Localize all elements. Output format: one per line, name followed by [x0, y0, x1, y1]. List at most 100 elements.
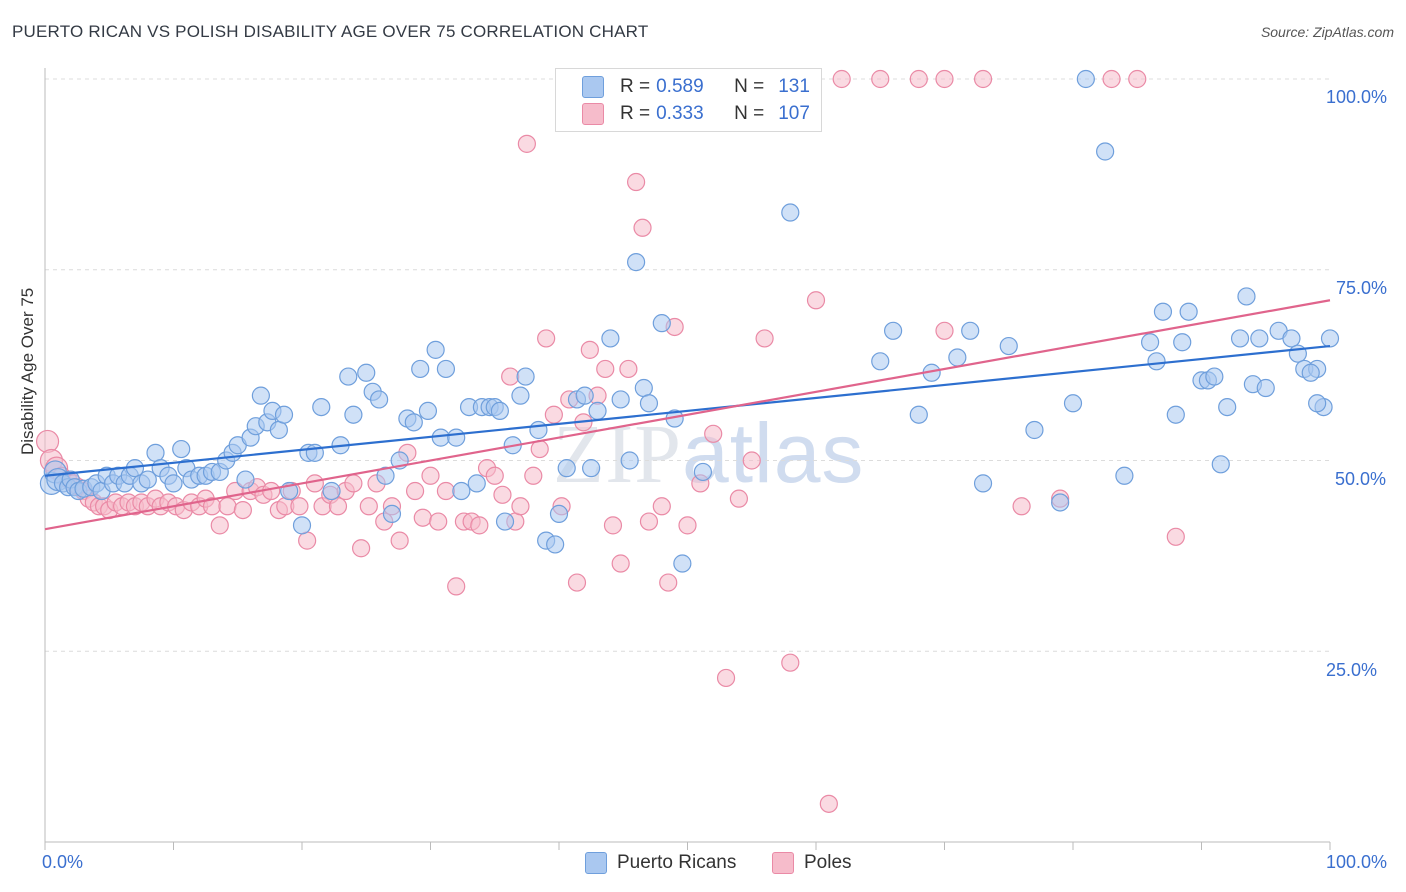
legend-label-poles: Poles: [804, 852, 852, 873]
pole-point: [633, 218, 652, 237]
puerto-rican-point: [269, 420, 288, 440]
puerto-rican-point: [1025, 420, 1044, 440]
pole-point: [567, 573, 587, 592]
y-axis-label: Disability Age Over 75: [18, 287, 37, 455]
puerto-rican-point: [781, 203, 800, 222]
pole-point: [935, 321, 954, 340]
pole-point: [611, 554, 630, 573]
puerto-rican-point: [1218, 397, 1237, 417]
watermark-zip: ZIP: [553, 408, 682, 501]
pole-point: [421, 466, 440, 485]
chart-title: PUERTO RICAN VS POLISH DISABILITY AGE OV…: [12, 22, 649, 41]
puerto-rican-point: [418, 401, 438, 421]
puerto-rican-point: [1282, 329, 1301, 348]
watermark: ZIPatlas: [553, 405, 864, 503]
pole-point: [436, 481, 456, 501]
puerto-rican-point: [1205, 367, 1224, 386]
pole-point: [298, 531, 317, 550]
poles-trend-line: [44, 299, 1331, 531]
puerto-rican-point: [973, 474, 993, 493]
pole-point: [1128, 69, 1147, 89]
pole-point: [626, 172, 646, 192]
pole-point: [210, 516, 229, 535]
puerto-rican-point: [1250, 329, 1269, 348]
y-tick-100: 100.0%: [1326, 87, 1388, 107]
puerto-rican-point: [549, 504, 569, 524]
pole-point: [652, 497, 671, 516]
puerto-ricans-points: [39, 69, 1340, 573]
pole-point: [973, 69, 993, 89]
pole-point: [485, 466, 504, 485]
puerto-rican-point: [452, 481, 471, 501]
legend-r-value: 0.333: [656, 103, 704, 124]
pink-swatch-icon: [772, 852, 794, 874]
pole-point: [537, 329, 556, 348]
pole-point: [1012, 497, 1031, 516]
puerto-rican-point: [948, 348, 967, 367]
legend-r-value: 0.589: [656, 76, 704, 97]
pole-point: [544, 405, 563, 424]
puerto-rican-point: [172, 439, 191, 459]
pole-point: [659, 573, 678, 592]
pole-point: [619, 359, 638, 379]
pole-point: [470, 516, 489, 535]
y-tick-50: 50.0%: [1335, 469, 1387, 489]
y-tick-75: 75.0%: [1336, 278, 1388, 298]
puerto-rican-point: [376, 466, 395, 485]
puerto-rican-point: [292, 516, 312, 535]
legend-r-label: R =: [620, 76, 651, 97]
pole-point: [405, 481, 425, 501]
puerto-rican-point: [511, 386, 530, 405]
puerto-rican-point: [426, 340, 445, 359]
pole-point: [729, 489, 749, 508]
pole-point: [742, 451, 761, 470]
puerto-rican-point: [370, 390, 389, 409]
pole-point: [781, 653, 800, 672]
puerto-rican-point: [1153, 302, 1173, 321]
pole-point: [352, 539, 371, 558]
legend-n-label: N =: [734, 103, 765, 124]
puerto-rican-point: [652, 314, 671, 333]
pole-point: [511, 497, 530, 516]
puerto-rican-point: [274, 405, 294, 424]
pole-point: [871, 69, 890, 89]
pole-point: [716, 668, 736, 688]
pole-point: [1102, 69, 1121, 89]
puerto-rican-point: [516, 367, 535, 386]
pole-point: [413, 508, 432, 527]
pole-point: [429, 512, 448, 531]
puerto-rican-point: [1301, 363, 1320, 382]
pole-point: [517, 134, 536, 153]
puerto-rican-point: [236, 470, 255, 489]
blue-swatch-icon: [582, 76, 604, 98]
pole-point: [359, 497, 378, 516]
pole-point: [580, 340, 599, 359]
legend-item-poles[interactable]: Poles: [772, 852, 852, 874]
puerto-rican-point: [693, 462, 713, 482]
pole-point: [603, 516, 623, 535]
puerto-rican-point: [883, 321, 903, 340]
pole-point: [493, 485, 512, 504]
puerto-rican-point: [1230, 329, 1250, 348]
puerto-rican-point: [251, 386, 270, 405]
puerto-rican-point: [322, 481, 341, 501]
legend-item-puerto-ricans[interactable]: Puerto Ricans: [585, 852, 736, 874]
y-tick-25: 25.0%: [1326, 660, 1378, 680]
puerto-rican-point: [447, 428, 466, 447]
puerto-rican-point: [357, 363, 376, 382]
puerto-rican-point: [1147, 352, 1166, 371]
puerto-rican-point: [1237, 287, 1256, 306]
puerto-ricans-trend-line: [44, 344, 1331, 477]
puerto-rican-point: [1051, 493, 1070, 512]
pole-point: [806, 291, 826, 310]
puerto-rican-point: [382, 504, 402, 524]
puerto-rican-point: [871, 352, 890, 371]
puerto-rican-point: [1096, 142, 1115, 161]
puerto-rican-point: [546, 535, 565, 554]
puerto-rican-point: [339, 367, 358, 386]
legend-n-value: 131: [778, 76, 810, 97]
puerto-rican-point: [1308, 394, 1327, 413]
puerto-rican-point: [467, 474, 486, 493]
source-label: Source: ZipAtlas.com: [1260, 24, 1394, 40]
